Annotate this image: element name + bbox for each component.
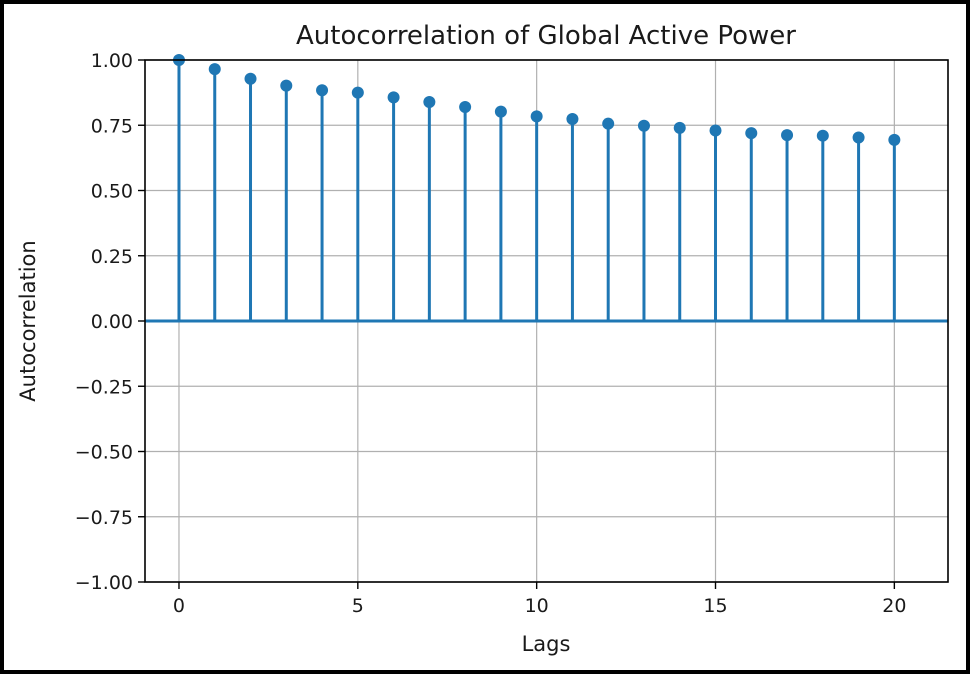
y-tick-label: 0.00 (91, 311, 133, 333)
marker-lag-9 (494, 105, 507, 118)
x-tick-label: 10 (525, 595, 549, 617)
marker-lag-8 (459, 100, 472, 113)
figure-background (4, 4, 966, 670)
markers (172, 54, 901, 146)
marker-lag-20 (888, 133, 901, 146)
marker-lag-16 (745, 127, 758, 140)
x-tick-label: 5 (352, 595, 364, 617)
marker-lag-15 (709, 124, 722, 137)
x-tick-label: 20 (882, 595, 906, 617)
stems (177, 60, 896, 321)
y-tick-label: −0.75 (75, 507, 133, 529)
y-tick-label: 0.75 (91, 115, 133, 137)
marker-lag-10 (530, 110, 543, 123)
marker-lag-4 (316, 84, 329, 97)
marker-lag-6 (387, 91, 400, 104)
y-tick-label: −1.00 (75, 572, 133, 594)
x-tick-label: 0 (173, 595, 185, 617)
marker-lag-17 (781, 129, 794, 142)
y-tick-label: 0.25 (91, 246, 133, 268)
y-tick-label: −0.25 (75, 376, 133, 398)
marker-lag-1 (208, 63, 221, 76)
x-axis-label: Lags (522, 632, 571, 656)
y-tick-label: 1.00 (91, 50, 133, 72)
marker-lag-3 (280, 79, 293, 92)
y-tick-label: 0.50 (91, 181, 133, 203)
chart-title: Autocorrelation of Global Active Power (296, 21, 796, 51)
marker-lag-12 (602, 117, 615, 130)
ticks: 0 5 10 15 20 −1.00 −0.75 −0.50 −0.25 0.00 0.25 0.50… (75, 50, 907, 617)
y-axis-label: Autocorrelation (16, 240, 40, 401)
marker-lag-13 (637, 119, 650, 132)
marker-lag-19 (852, 131, 865, 144)
marker-lag-2 (244, 72, 257, 85)
y-tick-label: −0.50 (75, 442, 133, 464)
marker-lag-18 (816, 129, 829, 142)
marker-lag-14 (673, 121, 686, 134)
marker-lag-11 (566, 112, 579, 125)
x-tick-label: 15 (703, 595, 727, 617)
marker-lag-5 (351, 86, 364, 99)
marker-lag-7 (423, 96, 436, 109)
